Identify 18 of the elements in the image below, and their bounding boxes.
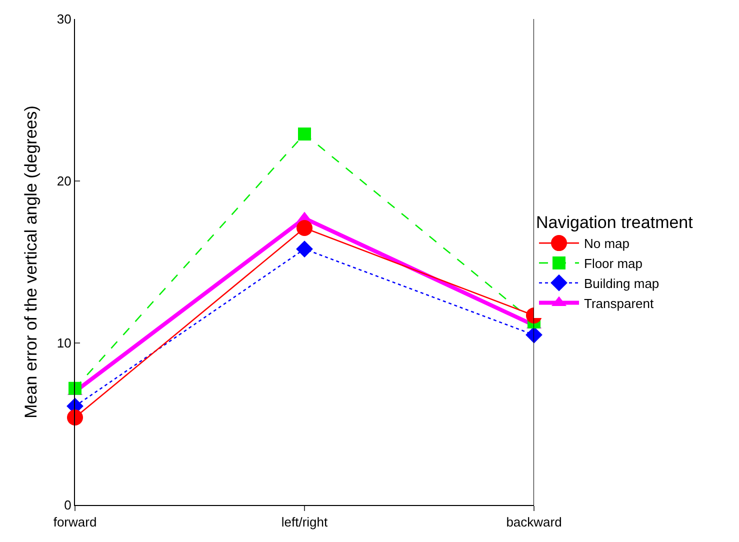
y-axis-title: Mean error of the vertical angle (degrees) xyxy=(21,106,40,418)
point xyxy=(296,220,312,236)
x-tick-label: forward xyxy=(53,514,97,530)
point xyxy=(67,410,83,426)
legend-label: Building map xyxy=(584,276,660,291)
x-tick-label: left/right xyxy=(281,514,328,530)
point xyxy=(298,128,311,141)
point xyxy=(526,326,542,344)
legend-label: Transparent xyxy=(584,296,654,311)
legend-label: No map xyxy=(584,236,630,252)
y-tick-label: 20 xyxy=(56,174,72,189)
legend-title: Navigation treatment xyxy=(536,213,694,232)
y-tick-label: 30 xyxy=(56,12,72,27)
x-tick-label: backward xyxy=(506,514,562,530)
y-tick-label: 10 xyxy=(56,336,72,351)
point xyxy=(296,240,313,258)
legend-label: Floor map xyxy=(584,256,643,272)
y-tick-label: 0 xyxy=(64,498,72,513)
